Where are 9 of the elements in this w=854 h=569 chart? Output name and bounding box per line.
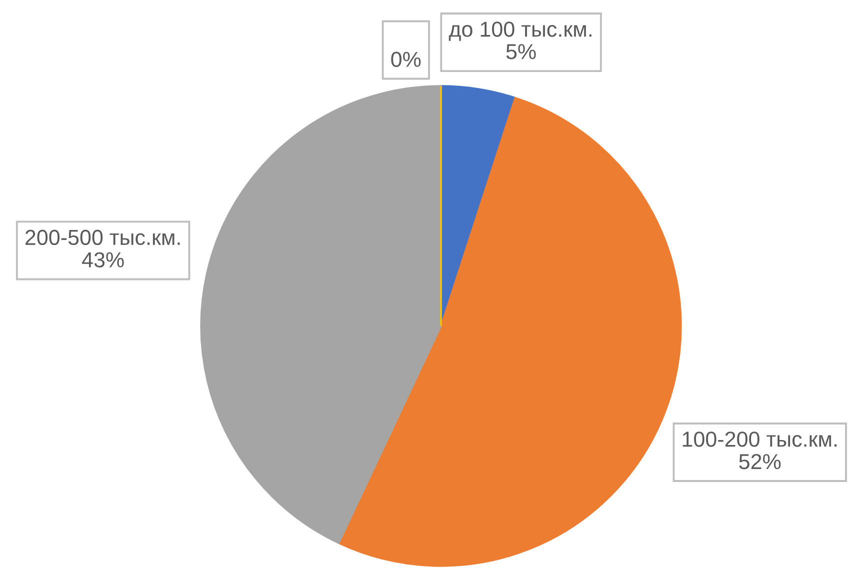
pie-slice <box>338 96 682 567</box>
slice-label: до 100 тыс.км. <box>448 22 592 41</box>
slice-label: 100-200 тыс.км. <box>682 432 837 447</box>
data-label: 43% <box>82 252 124 268</box>
text: 0% <box>391 52 421 67</box>
pie-slice <box>200 85 442 544</box>
data-label: 52% <box>739 454 781 470</box>
data-label: 5% <box>506 44 536 60</box>
slice-label: 200-500 тыс.км. <box>26 230 180 246</box>
